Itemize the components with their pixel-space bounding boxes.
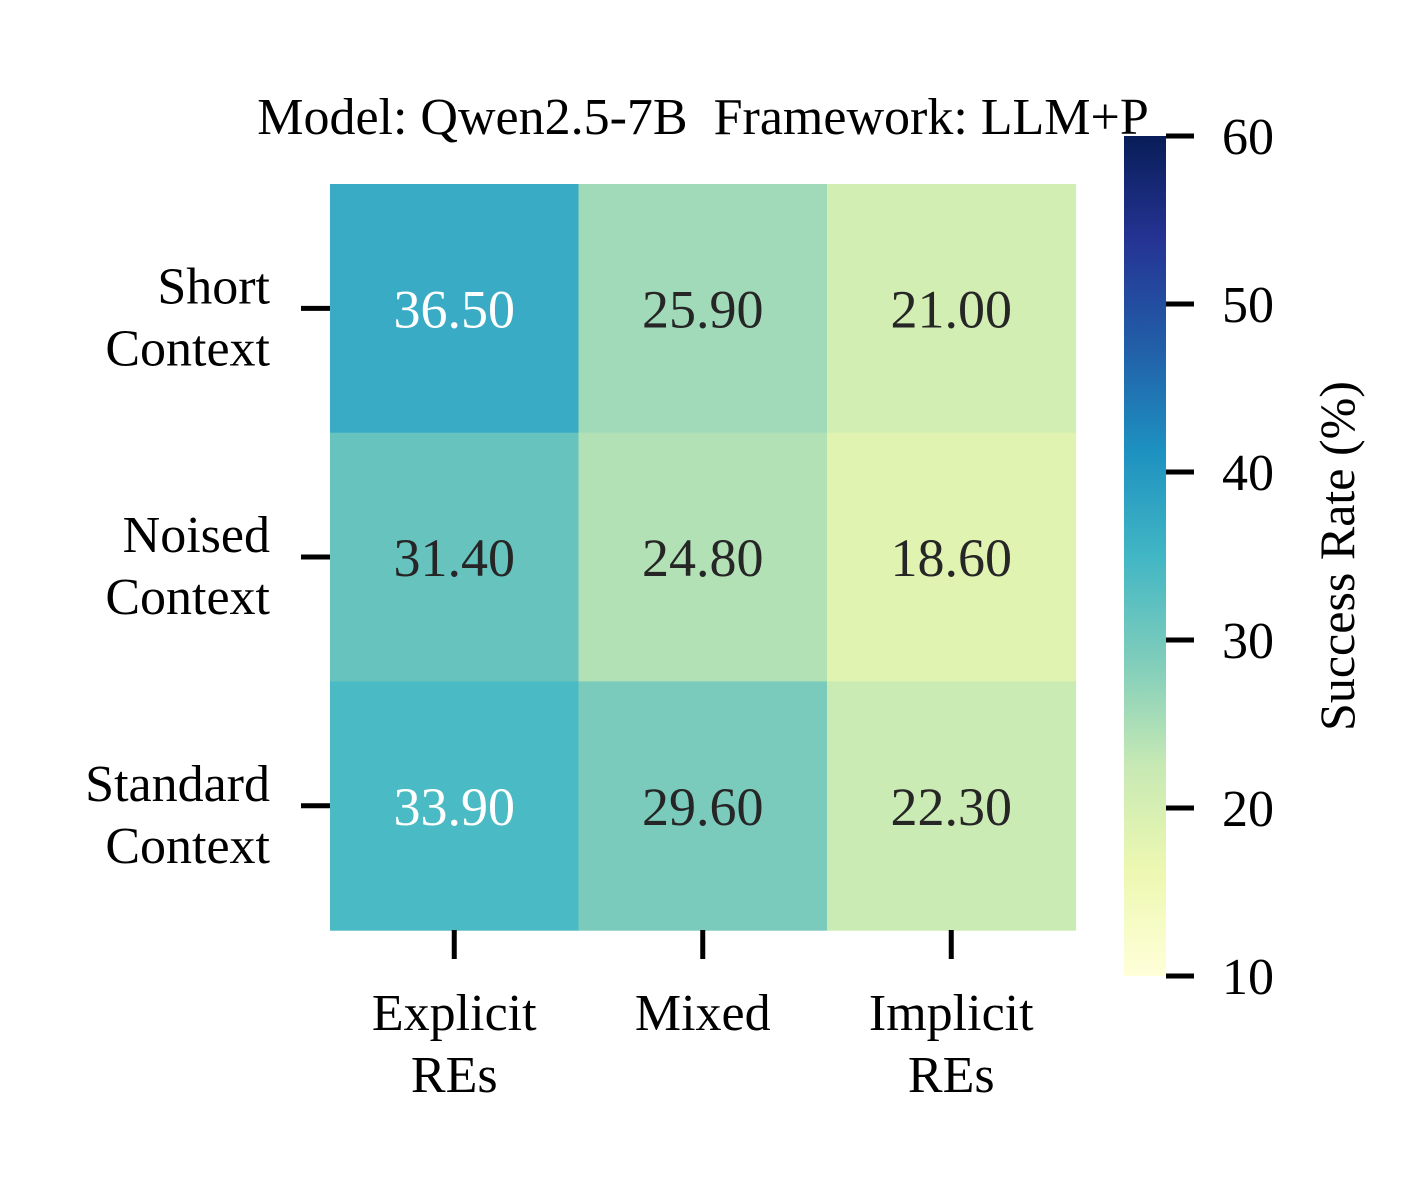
cell-value-label: 24.80 [642,528,764,588]
colorbar-label: Success Rate (%) [1309,381,1365,731]
x-tick-label: Implicit REs [869,985,1034,1104]
chart-title: Model: Qwen2.5-7B Framework: LLM+P [257,89,1149,146]
heatmap-cell [827,184,1077,434]
colorbar-tick-label: 20 [1222,781,1274,838]
cell-value-label: 18.60 [891,528,1013,588]
colorbar [1124,136,1166,976]
y-tick-label: Noised Context [105,507,270,626]
cell-value-label: 31.40 [394,528,516,588]
cell-value-label: 22.30 [891,777,1013,837]
cell-value-label: 29.60 [642,777,764,837]
heatmap-cell [578,432,828,682]
heatmap-cell [330,432,580,682]
colorbar-tick-label: 10 [1222,949,1274,1006]
x-axis: Explicit REs Mixed Implicit REs [372,930,1034,1104]
heatmap-cells: 36.50 25.90 21.00 31.40 24.80 18.60 33.90 29.60… [330,184,1077,931]
heatmap-cell [330,184,580,434]
heatmap-cell [827,432,1077,682]
colorbar-tick-label: 30 [1222,613,1274,670]
cell-value-label: 33.90 [394,777,516,837]
colorbar-ticks: 10 20 30 40 50 60 [1166,109,1274,1006]
cell-value-label: 21.00 [891,279,1013,339]
x-tick-label: Mixed [635,985,771,1042]
colorbar-tick-label: 60 [1222,109,1274,166]
heatmap-cell [827,681,1077,931]
cell-value-label: 36.50 [394,279,516,339]
heatmap-cell [330,681,580,931]
heatmap-cell [578,681,828,931]
colorbar-tick-label: 50 [1222,277,1274,334]
y-axis: Short Context Noised Context Standard Context [85,258,330,875]
heatmap-cell [578,184,828,434]
cell-value-label: 25.90 [642,279,764,339]
y-tick-label: Short Context [105,258,270,377]
colorbar-tick-label: 40 [1222,445,1274,502]
y-tick-label: Standard Context [85,756,270,875]
x-tick-label: Explicit REs [372,985,537,1104]
